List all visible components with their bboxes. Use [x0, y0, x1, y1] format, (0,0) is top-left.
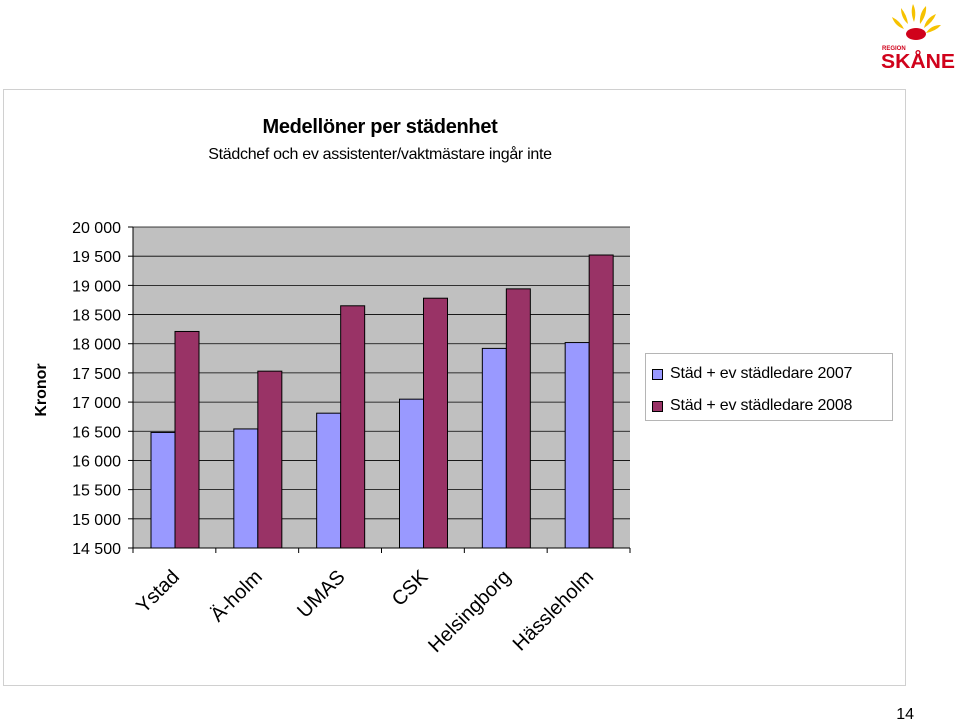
bar-2008 [340, 305, 366, 549]
chart-frame [3, 89, 906, 686]
logo-graphic: REGION SKÅNE [881, 4, 955, 73]
bar-2007 [399, 398, 424, 549]
x-tick-label: Ystad [132, 566, 184, 618]
bar-2007 [481, 347, 507, 549]
legend-swatch-2007 [652, 368, 663, 380]
y-tick-label: 14 500 [72, 541, 121, 558]
x-tick-label: CSK [388, 566, 433, 611]
region-skane-logo: REGION SKÅNE [868, 0, 960, 74]
x-tick-label: Helsingborg [424, 566, 515, 657]
bar-2007 [150, 431, 176, 549]
y-tick-label: 15 500 [72, 483, 121, 500]
y-tick-label: 17 500 [72, 366, 121, 383]
logo-text-top: REGION [882, 46, 906, 52]
x-tick-label: Ä-holm [206, 566, 266, 626]
chart-legend: Städ + ev städledare 2007 Städ + ev städ… [645, 353, 893, 421]
logo-sun-icon [892, 4, 941, 40]
plot-area [133, 227, 630, 548]
bar-2007 [564, 342, 590, 549]
bar-2007 [233, 428, 259, 549]
bar-2008 [174, 330, 200, 549]
logo-text-main: SKÅNE [881, 49, 955, 73]
chart-title: Medellöner per städenhet [262, 116, 498, 138]
bar-2007 [316, 412, 342, 549]
y-tick-label: 20 000 [72, 220, 121, 237]
y-tick-label: 18 500 [72, 308, 121, 325]
y-tick-label: 16 500 [72, 424, 121, 441]
x-tick-label: UMAS [293, 566, 349, 622]
legend-label-2008: Städ + ev städledare 2008 [670, 397, 853, 414]
page-number: 14 [896, 706, 914, 723]
y-tick-label: 19 500 [72, 249, 121, 266]
y-tick-label: 15 000 [72, 512, 121, 529]
legend-label-2007: Städ + ev städledare 2007 [670, 365, 853, 382]
legend-swatch-2008 [652, 400, 663, 412]
bar-2008 [588, 254, 614, 549]
y-tick-label: 17 000 [72, 395, 121, 412]
x-tick-label: Hässleholm [509, 566, 598, 655]
bar-2008 [505, 288, 531, 549]
bar-2008 [257, 370, 283, 549]
legend-item-2007: Städ + ev städledare 2007 [652, 364, 852, 384]
legend-item-2008: Städ + ev städledare 2008 [652, 396, 852, 416]
y-tick-label: 19 000 [72, 278, 121, 295]
y-tick-label: 16 000 [72, 453, 121, 470]
y-tick-label: 18 000 [72, 337, 121, 354]
bar-2008 [423, 297, 448, 549]
chart-subtitle: Städchef och ev assistenter/vaktmästare … [208, 146, 552, 163]
